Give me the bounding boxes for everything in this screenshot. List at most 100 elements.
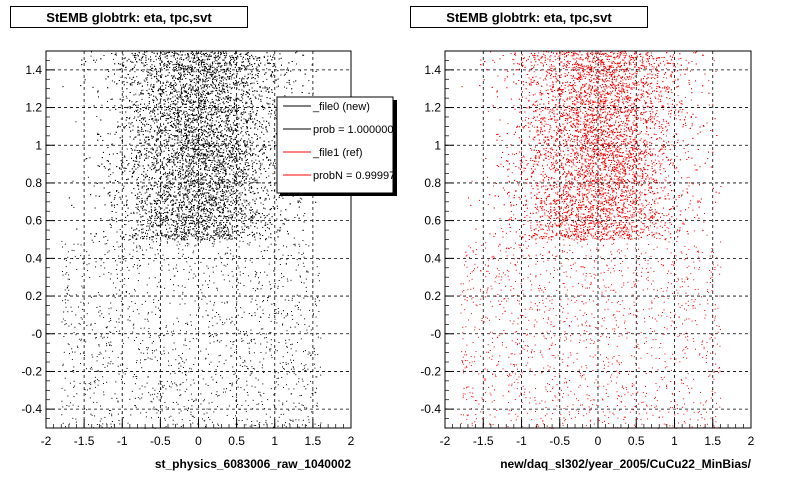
data-point xyxy=(139,115,141,117)
data-point xyxy=(191,148,193,150)
data-point xyxy=(181,113,183,115)
data-point xyxy=(224,69,226,71)
data-point xyxy=(94,61,96,63)
data-point xyxy=(222,193,224,195)
data-point xyxy=(237,140,239,142)
data-point xyxy=(205,166,207,168)
data-point xyxy=(178,184,180,186)
data-point xyxy=(159,191,161,193)
data-point xyxy=(231,108,233,110)
data-point xyxy=(181,165,183,167)
data-point xyxy=(189,124,191,126)
data-point xyxy=(186,194,188,196)
data-point xyxy=(207,71,209,73)
data-point xyxy=(231,218,232,220)
data-point xyxy=(269,228,270,230)
data-point xyxy=(204,215,206,217)
data-point xyxy=(207,84,209,86)
data-point xyxy=(223,225,224,227)
data-point xyxy=(165,187,167,189)
data-point xyxy=(182,51,184,53)
data-point xyxy=(238,150,240,152)
data-point xyxy=(174,191,176,193)
data-point xyxy=(204,97,206,99)
data-point xyxy=(119,229,121,230)
data-point xyxy=(207,159,209,161)
data-point xyxy=(192,190,194,192)
data-point xyxy=(195,83,197,85)
data-point xyxy=(284,86,285,88)
data-point xyxy=(267,55,269,57)
data-point xyxy=(258,168,260,170)
data-point xyxy=(248,113,250,115)
data-point xyxy=(240,171,242,173)
data-point xyxy=(146,238,148,240)
data-point xyxy=(155,234,157,236)
data-point xyxy=(238,171,239,173)
data-point xyxy=(165,163,167,165)
data-point xyxy=(109,153,110,155)
data-point xyxy=(179,74,181,75)
data-point xyxy=(138,196,140,197)
data-point xyxy=(184,189,186,191)
data-point xyxy=(183,237,184,239)
data-point xyxy=(192,138,193,140)
data-point xyxy=(245,131,247,133)
data-point xyxy=(252,178,254,180)
data-point xyxy=(229,96,231,98)
data-point xyxy=(158,70,160,72)
data-point xyxy=(229,150,231,152)
data-point xyxy=(141,231,143,233)
data-point xyxy=(261,148,263,150)
data-point xyxy=(266,78,268,80)
data-point xyxy=(186,57,188,59)
data-point xyxy=(163,63,165,65)
data-point xyxy=(175,127,177,129)
data-point xyxy=(200,223,202,225)
data-point xyxy=(262,117,264,119)
data-point xyxy=(180,130,182,132)
data-point xyxy=(230,64,232,66)
data-point xyxy=(187,69,189,71)
data-point xyxy=(249,140,251,142)
data-point xyxy=(234,207,236,209)
data-point xyxy=(268,227,270,229)
data-point xyxy=(149,229,151,231)
data-point xyxy=(268,175,270,177)
data-point xyxy=(252,68,254,70)
data-point xyxy=(222,101,224,103)
data-point xyxy=(191,161,193,163)
data-point xyxy=(201,118,203,120)
data-point xyxy=(221,120,223,121)
data-point xyxy=(201,174,203,176)
data-point xyxy=(147,105,149,107)
data-point xyxy=(268,124,270,126)
data-point xyxy=(181,238,183,240)
data-point xyxy=(178,234,180,236)
data-point xyxy=(239,171,241,173)
data-point xyxy=(139,213,141,215)
data-point xyxy=(206,208,207,209)
data-point xyxy=(198,107,200,109)
data-point xyxy=(252,141,254,143)
data-point xyxy=(169,98,171,100)
data-point xyxy=(184,96,186,97)
data-point xyxy=(186,93,188,95)
data-point xyxy=(289,84,291,85)
data-point xyxy=(148,119,150,120)
data-point xyxy=(265,216,267,218)
data-point xyxy=(175,195,177,197)
data-point xyxy=(205,200,207,202)
data-point xyxy=(198,75,200,77)
data-point xyxy=(234,230,236,232)
data-point xyxy=(149,217,151,219)
data-point xyxy=(234,237,236,239)
data-point xyxy=(180,120,182,122)
data-point xyxy=(207,77,209,79)
data-point xyxy=(121,68,123,70)
data-point xyxy=(182,202,184,203)
data-point xyxy=(225,195,227,197)
data-point xyxy=(255,159,257,161)
data-point xyxy=(123,239,125,241)
data-point xyxy=(270,148,272,149)
